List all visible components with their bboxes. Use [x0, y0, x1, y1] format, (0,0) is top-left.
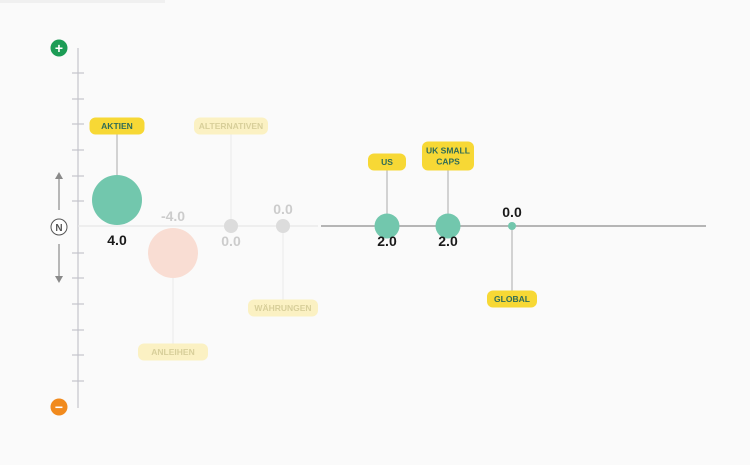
bubble[interactable] [148, 228, 198, 278]
value-label: 0.0 [502, 204, 522, 220]
chart-marks: AKTIEN4.0ANLEIHEN-4.0ALTERNATIVEN0.0WÄHR… [89, 117, 537, 361]
label-tag[interactable] [89, 117, 145, 135]
label-tag[interactable] [138, 343, 208, 361]
data-point-us[interactable]: US 2.0 [368, 153, 406, 250]
label-tag[interactable] [194, 117, 268, 135]
bubble[interactable] [276, 219, 290, 233]
data-point-global[interactable]: GLOBAL 0.0 [487, 204, 537, 308]
value-label: 4.0 [107, 232, 127, 248]
label-tag-text: ANLEIHEN [151, 347, 194, 357]
scale-ticks [72, 72, 84, 382]
label-tag-text: AKTIEN [101, 121, 133, 131]
plus-icon: + [55, 40, 63, 56]
data-point-alternativen[interactable]: ALTERNATIVEN 0.0 [194, 117, 268, 250]
label-tag[interactable] [487, 290, 537, 308]
value-label: 0.0 [221, 233, 241, 249]
label-tag-text: UK SMALL [426, 146, 470, 156]
bubble[interactable] [224, 219, 238, 233]
data-point-anleihen[interactable]: ANLEIHEN -4.0 [138, 208, 208, 361]
neutral-marker: N [50, 218, 68, 236]
label-tag[interactable] [368, 153, 406, 171]
label-tag-text: WÄHRUNGEN [254, 303, 311, 313]
label-tag-text: GLOBAL [494, 294, 530, 304]
neutral-label: N [55, 223, 62, 234]
label-tag-text: ALTERNATIVEN [199, 121, 263, 131]
arrow-up-icon [55, 172, 63, 179]
value-label: 2.0 [438, 233, 458, 249]
value-label: 2.0 [377, 233, 397, 249]
label-tag[interactable] [422, 141, 474, 171]
data-point-währungen[interactable]: WÄHRUNGEN 0.0 [248, 201, 318, 317]
bubble[interactable] [508, 222, 516, 230]
plus-button[interactable]: + [50, 39, 68, 57]
top-divider [0, 0, 165, 3]
label-tag[interactable] [248, 299, 318, 317]
data-point-aktien[interactable]: AKTIEN 4.0 [89, 117, 145, 249]
minus-icon: − [55, 399, 63, 415]
label-tag-text: CAPS [436, 157, 460, 167]
bubble[interactable] [435, 213, 461, 239]
label-tag-text: US [381, 157, 393, 167]
arrow-down-icon [55, 276, 63, 283]
vertical-scale: + − N [50, 39, 84, 416]
minus-button[interactable]: − [50, 398, 68, 416]
value-label: 0.0 [273, 201, 293, 217]
value-label: -4.0 [161, 208, 185, 224]
bubble[interactable] [92, 175, 142, 225]
bubble[interactable] [374, 213, 400, 239]
